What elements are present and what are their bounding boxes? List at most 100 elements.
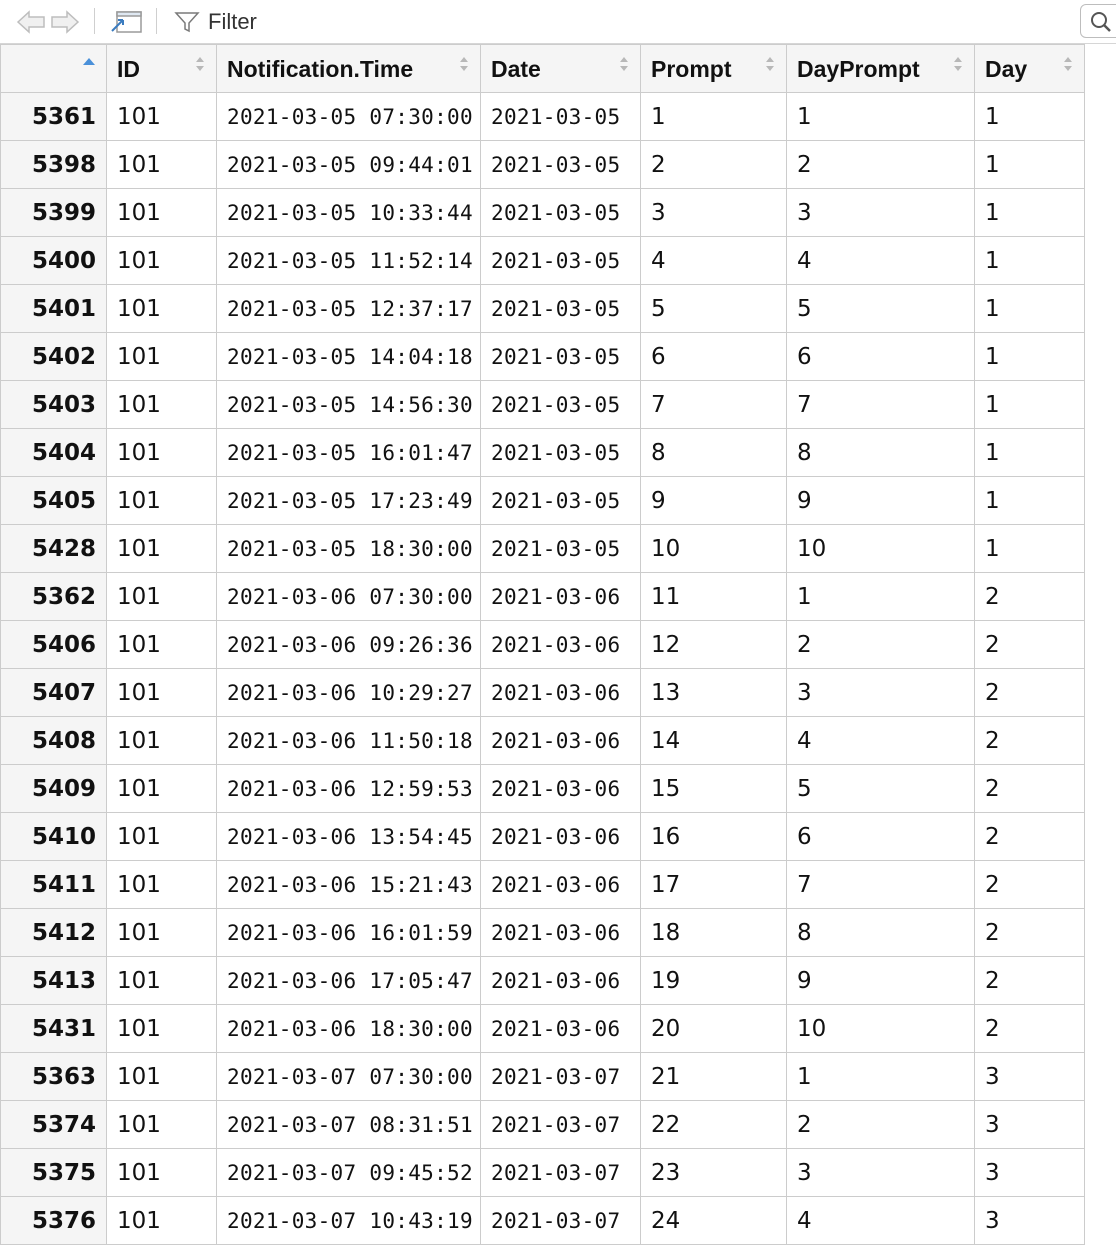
dayprompt-cell: 8: [786, 428, 975, 477]
table-row: 5409 101 2021-03-06 12:59:53 2021-03-06 15 5 2: [0, 764, 1085, 813]
row-name-cell: 5399: [0, 188, 107, 237]
table-row: 5428 101 2021-03-05 18:30:00 2021-03-05 10 10…: [0, 524, 1085, 573]
date-cell: 2021-03-07: [480, 1100, 641, 1149]
sort-icon: [766, 57, 774, 71]
day-cell: 1: [974, 92, 1085, 141]
dayprompt-cell: 4: [786, 236, 975, 285]
date-cell: 2021-03-05: [480, 476, 641, 525]
prompt-cell: 17: [640, 860, 787, 909]
prompt-cell: 3: [640, 188, 787, 237]
dayprompt-cell: 10: [786, 1004, 975, 1053]
notification-time-cell: 2021-03-05 12:37:17: [216, 284, 481, 333]
notification-time-cell: 2021-03-05 14:04:18: [216, 332, 481, 381]
id-cell: 101: [106, 188, 217, 237]
day-cell: 2: [974, 812, 1085, 861]
notification-time-cell: 2021-03-06 18:30:00: [216, 1004, 481, 1053]
column-header-prompt[interactable]: Prompt: [640, 44, 787, 93]
date-cell: 2021-03-06: [480, 812, 641, 861]
prompt-cell: 15: [640, 764, 787, 813]
row-name-cell: 5412: [0, 908, 107, 957]
prompt-cell: 7: [640, 380, 787, 429]
date-cell: 2021-03-06: [480, 1004, 641, 1053]
table-row: 5405 101 2021-03-05 17:23:49 2021-03-05 9 9 1: [0, 476, 1085, 525]
row-name-cell: 5409: [0, 764, 107, 813]
date-cell: 2021-03-05: [480, 188, 641, 237]
funnel-icon: [174, 12, 200, 33]
table-row: 5412 101 2021-03-06 16:01:59 2021-03-06 18 8 2: [0, 908, 1085, 957]
row-name-cell: 5361: [0, 92, 107, 141]
day-cell: 1: [974, 284, 1085, 333]
column-header-id[interactable]: ID: [106, 44, 217, 93]
id-cell: 101: [106, 860, 217, 909]
column-header-date[interactable]: Date: [480, 44, 641, 93]
forward-button[interactable]: [48, 8, 82, 36]
date-cell: 2021-03-06: [480, 860, 641, 909]
date-cell: 2021-03-05: [480, 524, 641, 573]
date-cell: 2021-03-05: [480, 332, 641, 381]
prompt-cell: 14: [640, 716, 787, 765]
day-cell: 2: [974, 908, 1085, 957]
prompt-cell: 1: [640, 92, 787, 141]
dayprompt-cell: 4: [786, 716, 975, 765]
day-cell: 3: [974, 1148, 1085, 1197]
dayprompt-cell: 2: [786, 140, 975, 189]
table-row: 5398 101 2021-03-05 09:44:01 2021-03-05 2 2 1: [0, 140, 1085, 189]
id-cell: 101: [106, 572, 217, 621]
id-cell: 101: [106, 140, 217, 189]
column-header-dayprompt[interactable]: DayPrompt: [786, 44, 975, 93]
day-cell: 2: [974, 764, 1085, 813]
notification-time-cell: 2021-03-06 09:26:36: [216, 620, 481, 669]
table-row: 5404 101 2021-03-05 16:01:47 2021-03-05 8 8 1: [0, 428, 1085, 477]
popout-button[interactable]: [106, 8, 146, 36]
table-row: 5403 101 2021-03-05 14:56:30 2021-03-05 7 7 1: [0, 380, 1085, 429]
notification-time-cell: 2021-03-06 07:30:00: [216, 572, 481, 621]
row-name-cell: 5375: [0, 1148, 107, 1197]
filter-button[interactable]: Filter: [174, 8, 274, 36]
arrow-left-icon: [16, 10, 45, 34]
date-cell: 2021-03-05: [480, 140, 641, 189]
notification-time-cell: 2021-03-07 10:43:19: [216, 1196, 481, 1245]
day-cell: 3: [974, 1052, 1085, 1101]
back-button[interactable]: [14, 8, 48, 36]
date-cell: 2021-03-06: [480, 668, 641, 717]
row-name-cell: 5408: [0, 716, 107, 765]
table-row: 5363 101 2021-03-07 07:30:00 2021-03-07 21 1 3: [0, 1052, 1085, 1101]
table-row: 5401 101 2021-03-05 12:37:17 2021-03-05 5 5 1: [0, 284, 1085, 333]
dayprompt-cell: 6: [786, 332, 975, 381]
prompt-cell: 23: [640, 1148, 787, 1197]
day-cell: 2: [974, 572, 1085, 621]
prompt-cell: 18: [640, 908, 787, 957]
dayprompt-cell: 4: [786, 1196, 975, 1245]
column-header-day[interactable]: Day: [974, 44, 1085, 93]
id-cell: 101: [106, 1052, 217, 1101]
prompt-cell: 19: [640, 956, 787, 1005]
sort-icon: [620, 57, 628, 71]
dayprompt-cell: 2: [786, 1100, 975, 1149]
notification-time-cell: 2021-03-05 18:30:00: [216, 524, 481, 573]
notification-time-cell: 2021-03-05 09:44:01: [216, 140, 481, 189]
id-cell: 101: [106, 716, 217, 765]
dayprompt-cell: 9: [786, 956, 975, 1005]
row-name-cell: 5376: [0, 1196, 107, 1245]
column-header-rownames[interactable]: [0, 44, 107, 93]
day-cell: 3: [974, 1196, 1085, 1245]
sort-icon: [954, 57, 962, 71]
notification-time-cell: 2021-03-07 07:30:00: [216, 1052, 481, 1101]
table-row: 5413 101 2021-03-06 17:05:47 2021-03-06 19 9 2: [0, 956, 1085, 1005]
dayprompt-cell: 1: [786, 572, 975, 621]
table-row: 5361 101 2021-03-05 07:30:00 2021-03-05 1 1 1: [0, 92, 1085, 141]
notification-time-cell: 2021-03-06 11:50:18: [216, 716, 481, 765]
magnifier-icon: [1091, 12, 1111, 32]
day-cell: 1: [974, 380, 1085, 429]
id-cell: 101: [106, 620, 217, 669]
column-header-notification-time[interactable]: Notification.Time: [216, 44, 481, 93]
id-cell: 101: [106, 236, 217, 285]
header-row: ID Notification.Time Date Prompt: [0, 44, 1085, 93]
day-cell: 2: [974, 860, 1085, 909]
search-input[interactable]: [1080, 4, 1116, 38]
toolbar-divider: [156, 8, 157, 34]
dayprompt-cell: 3: [786, 1148, 975, 1197]
date-cell: 2021-03-05: [480, 284, 641, 333]
id-cell: 101: [106, 1004, 217, 1053]
toolbar-divider: [94, 8, 95, 34]
